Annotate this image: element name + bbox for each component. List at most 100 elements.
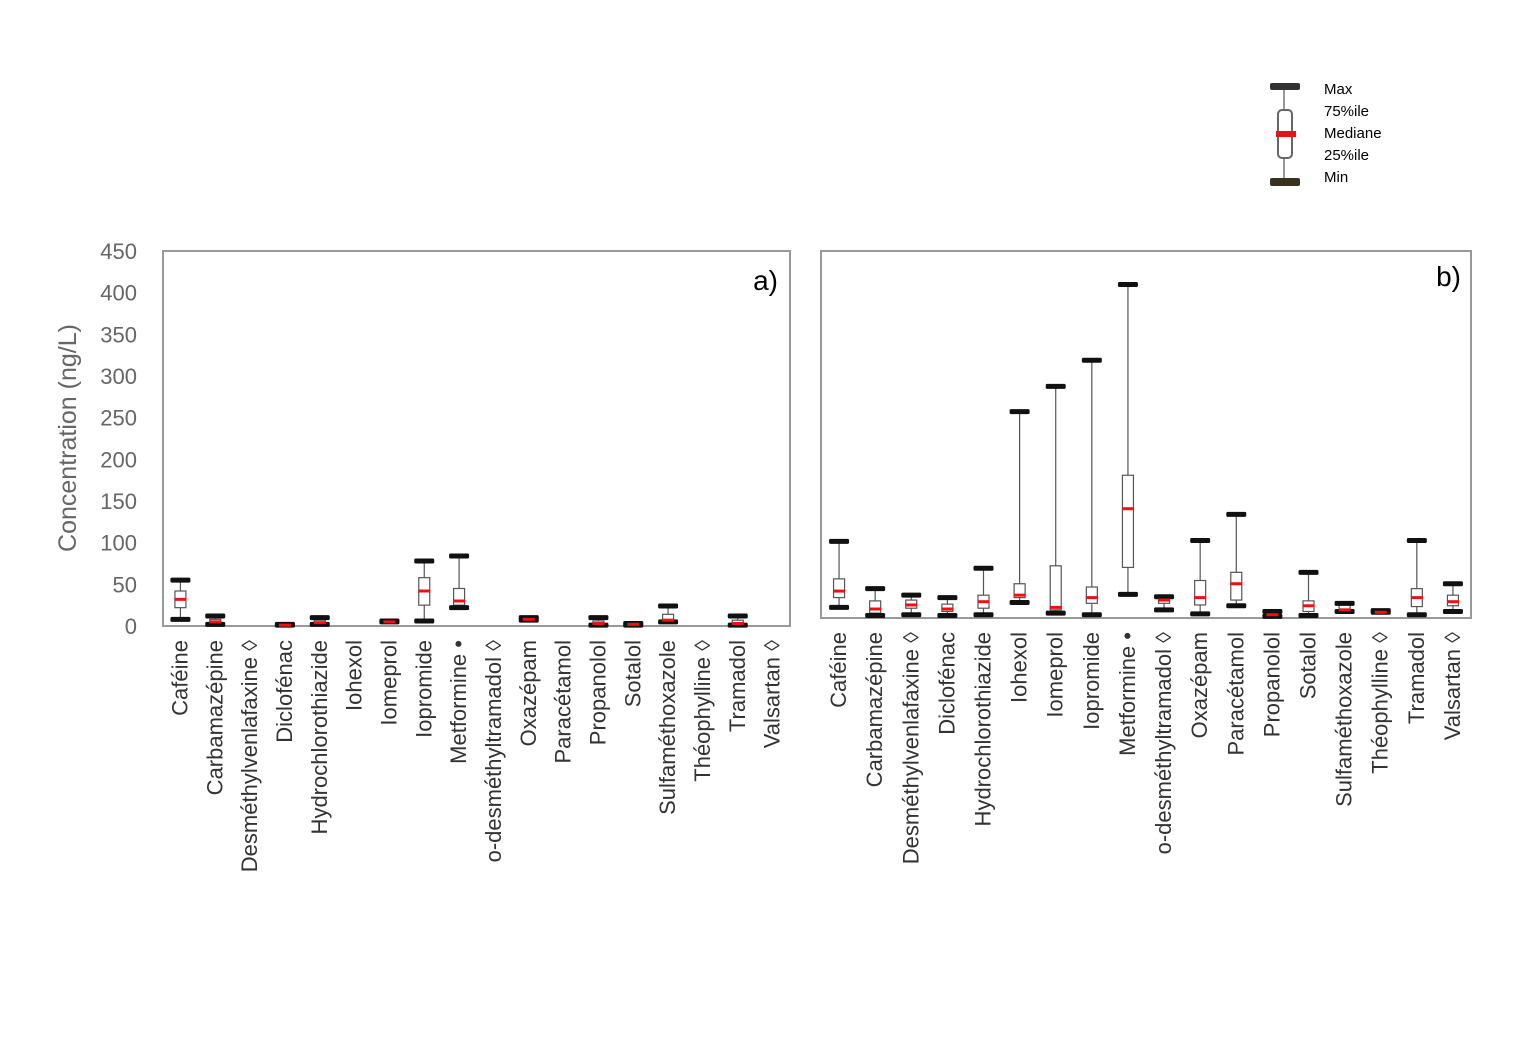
category-label: Propanolol <box>1259 632 1284 737</box>
median-mark <box>1194 596 1207 600</box>
category-label: Desméthylvenlafaxine ◊ <box>237 640 262 872</box>
category-label: Théophylline ◊ <box>1368 632 1393 774</box>
median-mark <box>1158 598 1171 602</box>
median-mark <box>662 618 675 622</box>
boxplot <box>1262 608 1283 619</box>
iqr-box <box>1194 579 1207 606</box>
boxplot <box>901 592 922 618</box>
category-label: Paracétamol <box>551 640 576 764</box>
boxplot <box>1370 608 1391 615</box>
legend-max-cap <box>1270 83 1300 90</box>
category-label: Valsartan ◊ <box>760 640 785 748</box>
max-cap <box>829 538 850 544</box>
median-mark <box>453 599 466 603</box>
max-cap <box>309 615 330 621</box>
min-cap <box>1226 603 1247 609</box>
legend-min-label: Min <box>1324 169 1348 186</box>
iqr-box <box>1230 571 1243 601</box>
panel-a-boxes <box>170 553 748 628</box>
category-label: Sulfaméthoxazole <box>655 640 680 815</box>
min-cap <box>1009 600 1030 606</box>
max-cap <box>1009 409 1030 415</box>
panel-b-label: b) <box>1436 261 1461 292</box>
y-tick-label: 350 <box>100 322 137 347</box>
median-mark <box>731 622 744 625</box>
y-tick-label: 100 <box>100 531 137 556</box>
category-label: Oxazépam <box>1187 632 1212 738</box>
min-cap <box>1190 611 1211 617</box>
median-mark <box>1374 610 1387 614</box>
median-mark <box>1121 507 1134 511</box>
max-cap <box>727 613 748 619</box>
min-cap <box>414 618 435 624</box>
iqr-box <box>869 600 882 614</box>
category-label: Théophylline ◊ <box>690 640 715 782</box>
max-cap <box>1226 511 1247 517</box>
boxplot <box>518 615 539 623</box>
iqr-box <box>832 578 846 599</box>
max-cap <box>1334 600 1355 606</box>
max-cap <box>658 603 679 609</box>
category-label: Metformine • <box>446 640 471 764</box>
legend: Max 75%ile Mediane 25%ile Min <box>1270 81 1382 186</box>
y-axis-title: Concentration (ng/L) <box>54 324 82 552</box>
category-label: Sotalol <box>620 640 645 707</box>
panel-b-categories: Caféine Carbamazépine Desméthylvenlafaxine… <box>826 632 1465 864</box>
median-mark <box>522 617 535 621</box>
min-cap <box>829 604 850 610</box>
category-label: Tramadol <box>725 640 750 732</box>
boxplot <box>1298 569 1319 619</box>
max-cap <box>449 553 470 559</box>
boxplot <box>205 613 226 627</box>
boxplot <box>1442 581 1463 614</box>
min-cap <box>1298 613 1319 619</box>
category-label: o-desméthyltramadol ◊ <box>1151 632 1176 855</box>
max-cap <box>1117 281 1138 287</box>
median-mark <box>1266 613 1279 617</box>
iqr-box <box>452 587 466 606</box>
category-label: Diclofénac <box>272 640 297 743</box>
legend-max-label: Max <box>1324 81 1353 98</box>
category-label: Iopromide <box>411 640 436 738</box>
min-cap <box>1154 607 1175 613</box>
min-cap <box>865 613 886 619</box>
y-tick-label: 0 <box>125 614 137 639</box>
min-cap <box>901 612 922 618</box>
legend-median-label: Mediane <box>1324 125 1382 142</box>
category-label: Paracétamol <box>1223 632 1248 756</box>
min-cap <box>170 616 191 622</box>
max-cap <box>1298 569 1319 575</box>
category-label: Iomeprol <box>376 640 401 726</box>
min-cap <box>1406 612 1427 618</box>
legend-p25-label: 25%ile <box>1324 147 1369 164</box>
boxplot <box>727 613 748 628</box>
max-cap <box>901 592 922 598</box>
median-mark <box>313 621 326 625</box>
median-mark <box>1338 608 1351 612</box>
panel-a-frame <box>162 250 791 627</box>
median-mark <box>1302 604 1315 608</box>
median-mark <box>592 622 605 625</box>
category-label: Valsartan ◊ <box>1440 632 1465 740</box>
y-tick-label: 50 <box>113 572 137 597</box>
median-mark <box>1230 582 1243 586</box>
max-cap <box>1154 594 1175 600</box>
max-cap <box>1442 581 1463 587</box>
median-mark <box>977 600 990 604</box>
max-cap <box>937 595 958 601</box>
category-label: Propanolol <box>585 640 610 745</box>
boxplot <box>274 621 295 628</box>
median-mark <box>1085 596 1098 600</box>
boxplot <box>1190 538 1211 617</box>
boxplot <box>1154 594 1175 613</box>
min-cap <box>1081 612 1102 618</box>
boxplot <box>1081 357 1102 618</box>
min-cap <box>1045 610 1066 616</box>
max-cap <box>1045 383 1066 389</box>
boxplot <box>449 553 470 611</box>
iqr-box <box>1085 586 1098 604</box>
max-cap <box>170 577 191 583</box>
boxplot <box>658 603 679 625</box>
iqr-box <box>1049 565 1062 611</box>
